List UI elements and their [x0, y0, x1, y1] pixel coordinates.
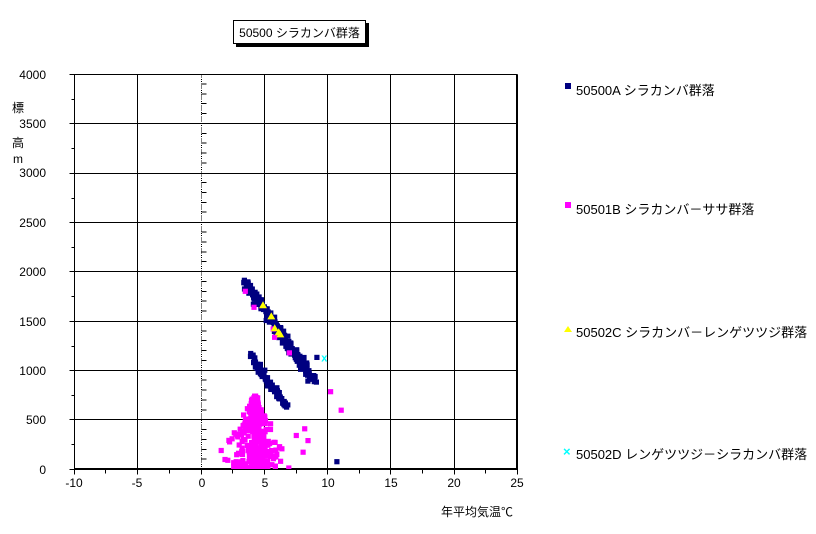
- svg-text:x: x: [321, 352, 328, 364]
